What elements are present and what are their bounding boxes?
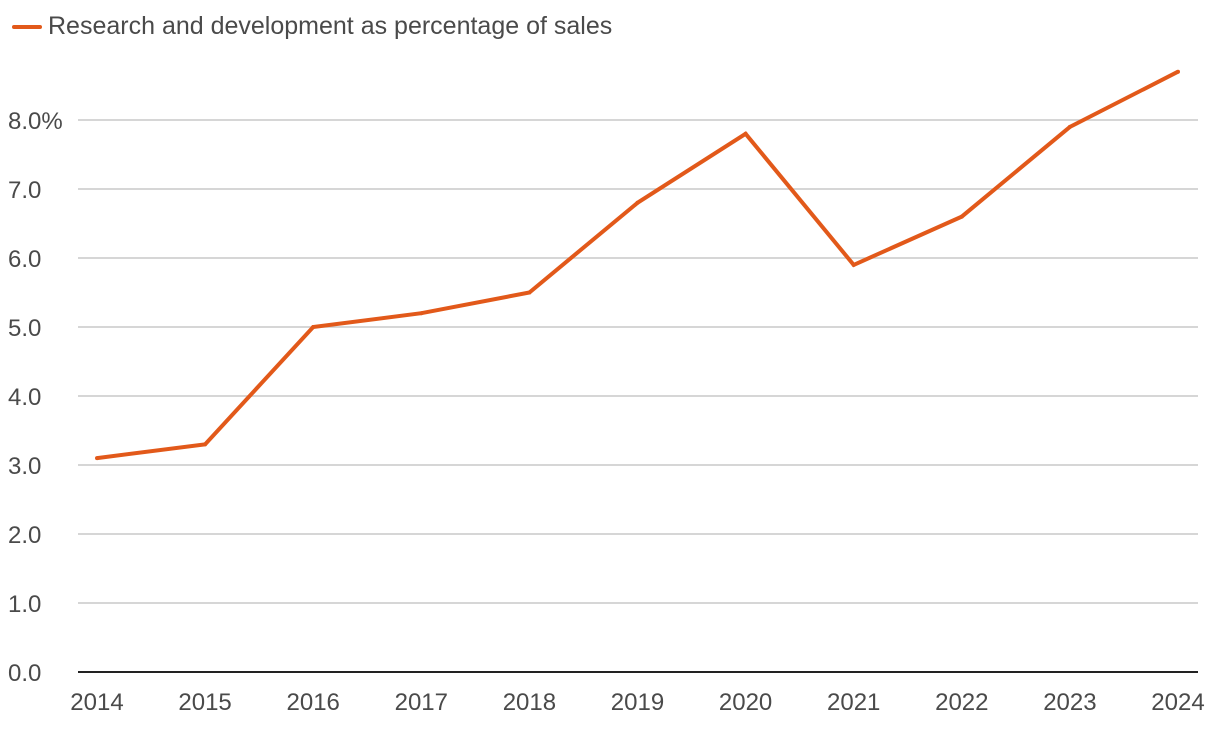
data-point [851,262,856,267]
data-point [527,290,532,295]
y-tick-label: 2.0 [8,522,41,549]
x-tick-label: 2016 [287,689,340,716]
x-tick-label: 2015 [178,689,231,716]
data-point [1067,124,1072,129]
x-tick-label: 2024 [1151,689,1204,716]
y-tick-label: 7.0 [8,177,41,204]
x-tick-label: 2021 [827,689,880,716]
x-tick-label: 2020 [719,689,772,716]
x-tick-label: 2023 [1043,689,1096,716]
legend-swatch [12,24,42,29]
data-point [95,456,99,461]
y-tick-label: 5.0 [8,315,41,342]
y-tick-label: 8.0% [8,108,63,135]
data-point [1176,69,1180,74]
x-tick-label: 2014 [70,689,123,716]
y-tick-label: 1.0 [8,591,41,618]
data-point [419,311,424,316]
x-tick-label: 2017 [395,689,448,716]
y-tick-label: 6.0 [8,246,41,273]
x-tick-label: 2019 [611,689,664,716]
legend: Research and development as percentage o… [12,14,612,39]
y-tick-label: 4.0 [8,384,41,411]
x-tick-label: 2022 [935,689,988,716]
legend-label: Research and development as percentage o… [48,12,613,40]
y-tick-label: 0.0 [8,660,41,687]
data-point [203,442,208,447]
x-tick-label: 2018 [503,689,556,716]
data-point [959,214,964,219]
data-point [311,325,316,329]
series-line [96,69,1179,461]
data-point [743,131,748,136]
y-tick-label: 3.0 [8,453,41,480]
data-point [635,200,640,205]
